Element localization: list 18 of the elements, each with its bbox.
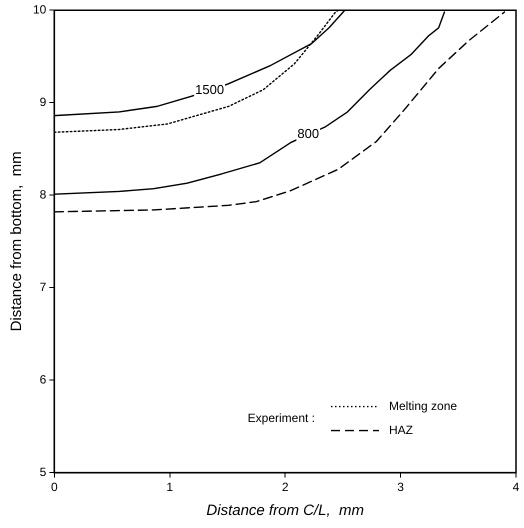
y-tick-label: 6 bbox=[40, 372, 47, 386]
y-tick-label: 8 bbox=[40, 187, 47, 202]
series-label: 1500 bbox=[195, 82, 224, 97]
x-tick-label: 2 bbox=[282, 480, 289, 494]
x-tick-label: 3 bbox=[397, 480, 404, 494]
y-tick-label: 7 bbox=[40, 280, 47, 294]
y-tick-label: 5 bbox=[40, 464, 47, 479]
y-axis-title: Distance from bottom, mm bbox=[8, 151, 26, 332]
y-tick-label: 9 bbox=[40, 94, 47, 109]
x-tick-label: 4 bbox=[512, 480, 520, 494]
legend-label: Melting zone bbox=[389, 398, 458, 413]
x-tick-label: 0 bbox=[51, 480, 58, 494]
x-axis-title: Distance from C/L, mm bbox=[206, 502, 364, 520]
x-tick-label: 1 bbox=[166, 480, 174, 494]
series-label: 800 bbox=[297, 126, 320, 142]
y-tick-label: 10 bbox=[32, 2, 47, 17]
legend-title: Experiment : bbox=[248, 410, 315, 425]
legend-label: HAZ bbox=[389, 422, 413, 437]
